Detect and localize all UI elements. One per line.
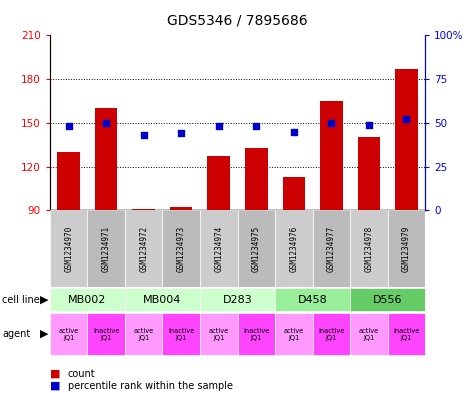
Text: GSM1234978: GSM1234978	[364, 226, 373, 272]
Text: active
JQ1: active JQ1	[133, 327, 154, 341]
Text: inactive
JQ1: inactive JQ1	[168, 327, 194, 341]
Bar	[125, 313, 162, 355]
Text: active
JQ1: active JQ1	[58, 327, 79, 341]
Bar	[283, 177, 305, 210]
Text: cell line: cell line	[2, 295, 40, 305]
Bar	[87, 313, 125, 355]
Point	[402, 116, 410, 123]
Bar	[208, 156, 230, 210]
Bar	[313, 210, 350, 287]
Bar	[50, 288, 125, 311]
Bar	[200, 313, 238, 355]
Bar	[320, 101, 342, 210]
Text: GSM1234973: GSM1234973	[177, 226, 186, 272]
Bar	[87, 210, 125, 287]
Text: GSM1234972: GSM1234972	[139, 226, 148, 272]
Bar	[388, 313, 425, 355]
Bar	[170, 208, 192, 210]
Bar	[200, 210, 238, 287]
Text: active
JQ1: active JQ1	[209, 327, 229, 341]
Bar	[50, 210, 87, 287]
Text: count: count	[68, 369, 95, 379]
Text: percentile rank within the sample: percentile rank within the sample	[68, 381, 233, 391]
Point	[253, 123, 260, 129]
Bar	[200, 288, 275, 311]
Text: inactive
JQ1: inactive JQ1	[93, 327, 119, 341]
Text: agent: agent	[2, 329, 30, 339]
Text: D458: D458	[298, 295, 327, 305]
Text: GSM1234970: GSM1234970	[64, 226, 73, 272]
Text: inactive
JQ1: inactive JQ1	[318, 327, 344, 341]
Bar	[313, 313, 350, 355]
Text: GSM1234974: GSM1234974	[214, 226, 223, 272]
Text: MB002: MB002	[68, 295, 106, 305]
Bar	[350, 313, 388, 355]
Bar	[350, 288, 425, 311]
Bar	[162, 313, 200, 355]
Text: ▶: ▶	[40, 329, 48, 339]
Bar	[162, 210, 200, 287]
Bar	[238, 313, 275, 355]
Bar	[50, 313, 87, 355]
Text: GDS5346 / 7895686: GDS5346 / 7895686	[167, 14, 308, 28]
Text: GSM1234976: GSM1234976	[289, 226, 298, 272]
Text: inactive
JQ1: inactive JQ1	[243, 327, 269, 341]
Point	[65, 123, 72, 129]
Point	[140, 132, 147, 138]
Bar	[57, 152, 80, 210]
Text: ▶: ▶	[40, 295, 48, 305]
Text: GSM1234975: GSM1234975	[252, 226, 261, 272]
Bar	[133, 209, 155, 210]
Bar	[275, 210, 313, 287]
Text: GSM1234971: GSM1234971	[102, 226, 111, 272]
Point	[365, 121, 372, 128]
Text: ■: ■	[50, 381, 60, 391]
Text: active
JQ1: active JQ1	[359, 327, 379, 341]
Point	[177, 130, 185, 136]
Text: inactive
JQ1: inactive JQ1	[393, 327, 419, 341]
Bar	[238, 210, 275, 287]
Bar	[95, 108, 117, 210]
Bar	[125, 288, 200, 311]
Bar	[125, 210, 162, 287]
Text: GSM1234979: GSM1234979	[402, 226, 411, 272]
Bar	[358, 138, 380, 210]
Point	[215, 123, 222, 129]
Bar	[388, 210, 425, 287]
Bar	[350, 210, 388, 287]
Text: GSM1234977: GSM1234977	[327, 226, 336, 272]
Point	[290, 129, 297, 135]
Text: ■: ■	[50, 369, 60, 379]
Text: D283: D283	[223, 295, 252, 305]
Text: MB004: MB004	[143, 295, 181, 305]
Bar	[245, 148, 267, 210]
Text: active
JQ1: active JQ1	[284, 327, 304, 341]
Bar	[275, 313, 313, 355]
Point	[102, 119, 110, 126]
Text: D556: D556	[373, 295, 402, 305]
Point	[328, 119, 335, 126]
Bar	[275, 288, 350, 311]
Bar	[395, 69, 418, 210]
